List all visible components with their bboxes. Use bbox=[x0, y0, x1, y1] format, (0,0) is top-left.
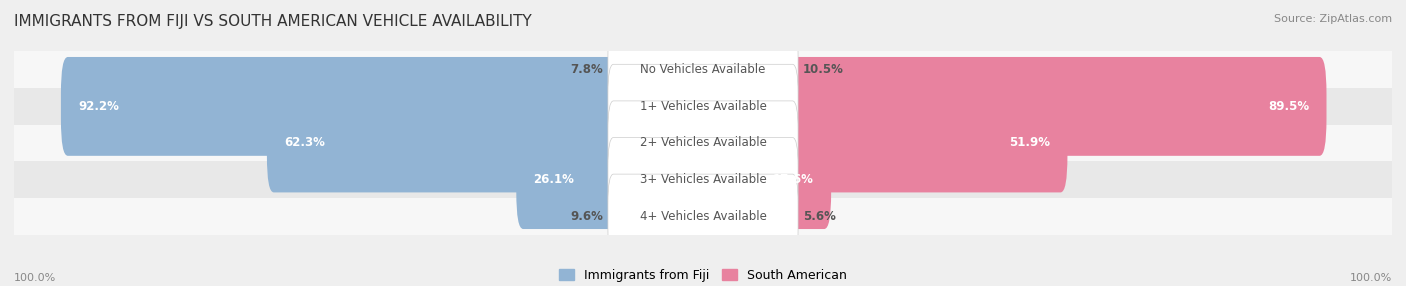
Bar bbox=[14, 125, 1392, 161]
Text: Source: ZipAtlas.com: Source: ZipAtlas.com bbox=[1274, 14, 1392, 24]
FancyBboxPatch shape bbox=[786, 57, 1326, 156]
Text: 89.5%: 89.5% bbox=[1268, 100, 1309, 113]
Text: 26.1%: 26.1% bbox=[533, 173, 575, 186]
FancyBboxPatch shape bbox=[607, 64, 799, 148]
Bar bbox=[14, 51, 1392, 88]
FancyBboxPatch shape bbox=[60, 57, 620, 156]
Text: 3+ Vehicles Available: 3+ Vehicles Available bbox=[640, 173, 766, 186]
Text: 1+ Vehicles Available: 1+ Vehicles Available bbox=[640, 100, 766, 113]
Text: 62.3%: 62.3% bbox=[284, 136, 325, 150]
Text: 17.6%: 17.6% bbox=[773, 173, 814, 186]
Text: 2+ Vehicles Available: 2+ Vehicles Available bbox=[640, 136, 766, 150]
Text: 10.5%: 10.5% bbox=[803, 63, 844, 76]
Text: 51.9%: 51.9% bbox=[1010, 136, 1050, 150]
FancyBboxPatch shape bbox=[607, 174, 799, 258]
FancyBboxPatch shape bbox=[267, 94, 620, 192]
FancyBboxPatch shape bbox=[786, 94, 1067, 192]
FancyBboxPatch shape bbox=[607, 28, 799, 112]
Bar bbox=[14, 88, 1392, 125]
Text: 100.0%: 100.0% bbox=[1350, 273, 1392, 283]
Bar bbox=[14, 161, 1392, 198]
Text: 9.6%: 9.6% bbox=[571, 210, 603, 223]
Text: 7.8%: 7.8% bbox=[571, 63, 603, 76]
Bar bbox=[14, 198, 1392, 235]
FancyBboxPatch shape bbox=[607, 138, 799, 222]
FancyBboxPatch shape bbox=[607, 101, 799, 185]
Legend: Immigrants from Fiji, South American: Immigrants from Fiji, South American bbox=[554, 264, 852, 286]
Text: No Vehicles Available: No Vehicles Available bbox=[640, 63, 766, 76]
FancyBboxPatch shape bbox=[786, 130, 831, 229]
Text: 100.0%: 100.0% bbox=[14, 273, 56, 283]
Text: 92.2%: 92.2% bbox=[79, 100, 120, 113]
FancyBboxPatch shape bbox=[516, 130, 620, 229]
Text: 5.6%: 5.6% bbox=[803, 210, 835, 223]
Text: IMMIGRANTS FROM FIJI VS SOUTH AMERICAN VEHICLE AVAILABILITY: IMMIGRANTS FROM FIJI VS SOUTH AMERICAN V… bbox=[14, 14, 531, 29]
Text: 4+ Vehicles Available: 4+ Vehicles Available bbox=[640, 210, 766, 223]
